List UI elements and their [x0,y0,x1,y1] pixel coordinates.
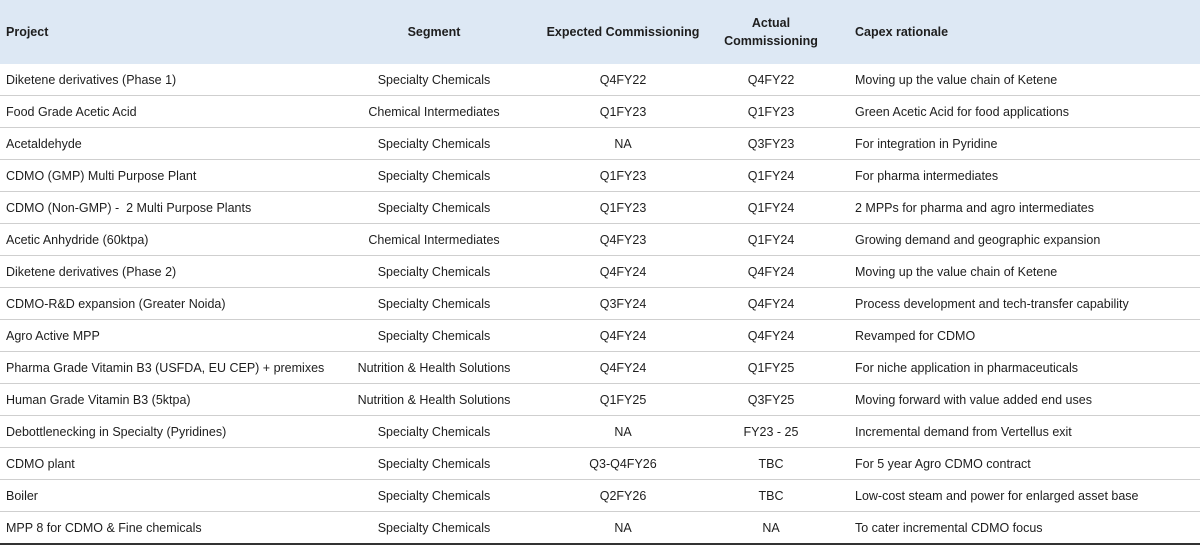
header-cell: Project [0,0,340,64]
segment-cell: Chemical Intermediates [340,223,528,256]
expected-commissioning-cell: Q1FY23 [528,95,718,128]
actual-commissioning-cell: Q4FY22 [718,64,824,96]
expected-commissioning-cell: Q1FY25 [528,383,718,416]
segment-cell: Nutrition & Health Solutions [340,351,528,384]
expected-commissioning-cell: Q4FY22 [528,64,718,96]
expected-commissioning-cell: Q3-Q4FY26 [528,447,718,480]
expected-commissioning-cell: NA [528,511,718,545]
actual-commissioning-cell: NA [718,511,824,545]
expected-commissioning-cell: Q4FY23 [528,223,718,256]
project-cell: Diketene derivatives (Phase 2) [0,255,340,288]
expected-commissioning-cell: Q4FY24 [528,255,718,288]
segment-cell: Specialty Chemicals [340,127,528,160]
capex-rationale-cell: Revamped for CDMO [824,319,1200,352]
capex-rationale-cell: Incremental demand from Vertellus exit [824,415,1200,448]
table-row: Agro Active MPP Specialty Chemicals Q4FY24… [0,319,1200,352]
expected-commissioning-cell: Q1FY23 [528,159,718,192]
project-cell: Agro Active MPP [0,319,340,352]
project-cell: CDMO-R&D expansion (Greater Noida) [0,287,340,320]
capex-table: Project Segment Expected Commissioning Actu… [0,0,1200,545]
capex-rationale-cell: Moving forward with value added end uses [824,383,1200,416]
actual-commissioning-cell: Q1FY25 [718,351,824,384]
project-cell: Acetic Anhydride (60ktpa) [0,223,340,256]
capex-rationale-cell: For pharma intermediates [824,159,1200,192]
project-cell: Boiler [0,479,340,512]
segment-cell: Specialty Chemicals [340,511,528,545]
table-row: Debottlenecking in Specialty (Pyridines)… [0,415,1200,448]
capex-rationale-cell: For integration in Pyridine [824,127,1200,160]
segment-cell: Specialty Chemicals [340,287,528,320]
capex-rationale-cell: For niche application in pharmaceuticals [824,351,1200,384]
actual-commissioning-cell: Q1FY24 [718,191,824,224]
segment-cell: Specialty Chemicals [340,447,528,480]
segment-cell: Specialty Chemicals [340,191,528,224]
actual-commissioning-cell: Q1FY24 [718,159,824,192]
header-cell: Capex rationale [824,0,1200,64]
expected-commissioning-cell: NA [528,415,718,448]
table-body: Diketene derivatives (Phase 1) Specialty … [0,64,1200,545]
segment-cell: Specialty Chemicals [340,159,528,192]
actual-commissioning-cell: Q4FY24 [718,255,824,288]
expected-commissioning-cell: NA [528,127,718,160]
actual-commissioning-cell: Q1FY24 [718,223,824,256]
table-row: CDMO (Non-GMP) - 2 Multi Purpose Plants S… [0,191,1200,224]
actual-commissioning-cell: FY23 - 25 [718,415,824,448]
project-cell: CDMO plant [0,447,340,480]
expected-commissioning-cell: Q4FY24 [528,319,718,352]
actual-commissioning-cell: Q4FY24 [718,319,824,352]
table-row: CDMO plant Specialty Chemicals Q3-Q4FY26 TB… [0,447,1200,480]
capex-rationale-cell: Green Acetic Acid for food applications [824,95,1200,128]
header-cell: Expected Commissioning [528,0,718,64]
table-row: CDMO-R&D expansion (Greater Noida) Specia… [0,287,1200,320]
segment-cell: Nutrition & Health Solutions [340,383,528,416]
project-cell: CDMO (GMP) Multi Purpose Plant [0,159,340,192]
actual-commissioning-cell: Q4FY24 [718,287,824,320]
expected-commissioning-cell: Q3FY24 [528,287,718,320]
capex-rationale-cell: Growing demand and geographic expansion [824,223,1200,256]
table-row: Food Grade Acetic Acid Chemical Intermedi… [0,95,1200,128]
segment-cell: Chemical Intermediates [340,95,528,128]
project-cell: Pharma Grade Vitamin B3 (USFDA, EU CEP) … [0,351,340,384]
expected-commissioning-cell: Q2FY26 [528,479,718,512]
capex-rationale-cell: Moving up the value chain of Ketene [824,255,1200,288]
actual-commissioning-cell: Q1FY23 [718,95,824,128]
header-cell: Actual Commissioning [718,0,824,64]
actual-commissioning-cell: TBC [718,479,824,512]
project-cell: MPP 8 for CDMO & Fine chemicals [0,511,340,545]
table-row: Acetic Anhydride (60ktpa) Chemical Interm… [0,223,1200,256]
capex-rationale-cell: For 5 year Agro CDMO contract [824,447,1200,480]
capex-rationale-cell: Process development and tech-transfer ca… [824,287,1200,320]
table-row: Boiler Specialty Chemicals Q2FY26 TBC Low-co… [0,479,1200,512]
segment-cell: Specialty Chemicals [340,479,528,512]
table-row: Human Grade Vitamin B3 (5ktpa) Nutrition … [0,383,1200,416]
table-row: Diketene derivatives (Phase 2) Specialty … [0,255,1200,288]
capex-rationale-cell: Low-cost steam and power for enlarged as… [824,479,1200,512]
project-cell: Diketene derivatives (Phase 1) [0,64,340,96]
expected-commissioning-cell: Q1FY23 [528,191,718,224]
segment-cell: Specialty Chemicals [340,64,528,96]
table-row: Pharma Grade Vitamin B3 (USFDA, EU CEP) … [0,351,1200,384]
expected-commissioning-cell: Q4FY24 [528,351,718,384]
project-cell: Human Grade Vitamin B3 (5ktpa) [0,383,340,416]
table-row: MPP 8 for CDMO & Fine chemicals Specialty… [0,511,1200,545]
header-row: Project Segment Expected Commissioning Actu… [0,0,1200,64]
capex-rationale-cell: 2 MPPs for pharma and agro intermediates [824,191,1200,224]
project-cell: CDMO (Non-GMP) - 2 Multi Purpose Plants [0,191,340,224]
header-cell: Segment [340,0,528,64]
table-row: Diketene derivatives (Phase 1) Specialty … [0,64,1200,96]
capex-rationale-cell: Moving up the value chain of Ketene [824,64,1200,96]
actual-commissioning-cell: Q3FY23 [718,127,824,160]
segment-cell: Specialty Chemicals [340,415,528,448]
project-cell: Food Grade Acetic Acid [0,95,340,128]
project-cell: Acetaldehyde [0,127,340,160]
project-cell: Debottlenecking in Specialty (Pyridines) [0,415,340,448]
capex-rationale-cell: To cater incremental CDMO focus [824,511,1200,545]
actual-commissioning-cell: TBC [718,447,824,480]
table-row: CDMO (GMP) Multi Purpose Plant Specialty … [0,159,1200,192]
table-row: Acetaldehyde Specialty Chemicals NA Q3FY23 F… [0,127,1200,160]
actual-commissioning-cell: Q3FY25 [718,383,824,416]
segment-cell: Specialty Chemicals [340,255,528,288]
segment-cell: Specialty Chemicals [340,319,528,352]
